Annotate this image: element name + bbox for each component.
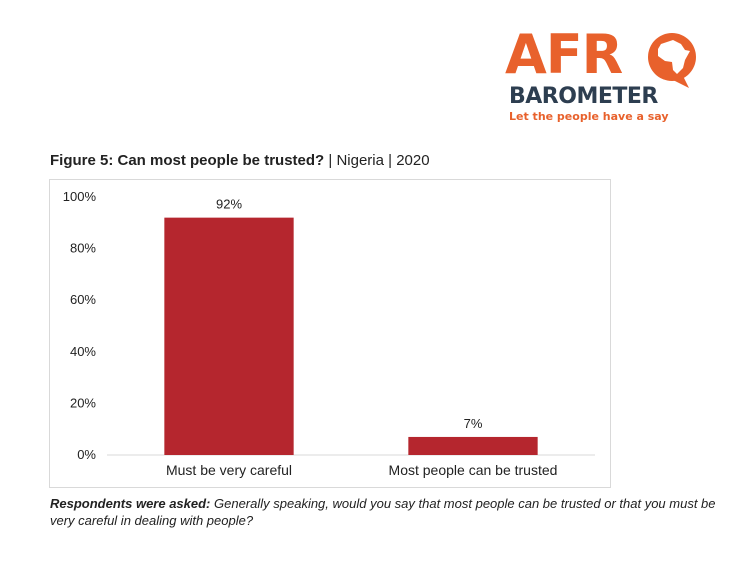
x-category-label: Must be very careful	[166, 462, 292, 478]
y-tick-label: 100%	[63, 189, 97, 204]
figure-title-main: Figure 5: Can most people be trusted?	[50, 152, 325, 169]
x-category-label: Most people can be trusted	[389, 462, 558, 478]
bar	[164, 217, 294, 455]
title-separator: |	[383, 152, 397, 169]
y-tick-label: 0%	[77, 447, 96, 462]
y-tick-label: 20%	[70, 395, 96, 410]
y-tick-label: 40%	[70, 344, 96, 359]
logo-word-afro: AFR	[505, 23, 623, 86]
logo-tagline: Let the people have a say	[509, 110, 669, 123]
figure-title-year: 2020	[396, 152, 430, 169]
figure-title-country: Nigeria	[336, 152, 384, 169]
bar	[408, 436, 538, 455]
bar-data-label: 7%	[464, 416, 483, 431]
note-lead: Respondents were asked:	[50, 496, 211, 511]
figure-title: Figure 5: Can most people be trusted? | …	[50, 152, 430, 170]
y-tick-label: 80%	[70, 241, 96, 256]
survey-question-note: Respondents were asked: Generally speaki…	[50, 495, 720, 529]
bar-chart: 0% 20% 40% 60% 80% 100% 92% Must be very carefu…	[63, 189, 595, 478]
logo-word-barometer: BAROMETER	[509, 84, 658, 109]
africa-map-icon	[648, 33, 696, 88]
bar-data-label: 92%	[216, 197, 242, 212]
y-tick-label: 60%	[70, 292, 96, 307]
chart-container: 0% 20% 40% 60% 80% 100% 92% Must be very carefu…	[49, 179, 611, 488]
note-text: Generally speaking, would you say that m…	[50, 496, 716, 528]
afrobarometer-logo: AFR BAROMETER Let the people have a say	[505, 28, 705, 128]
title-separator: |	[324, 152, 337, 169]
